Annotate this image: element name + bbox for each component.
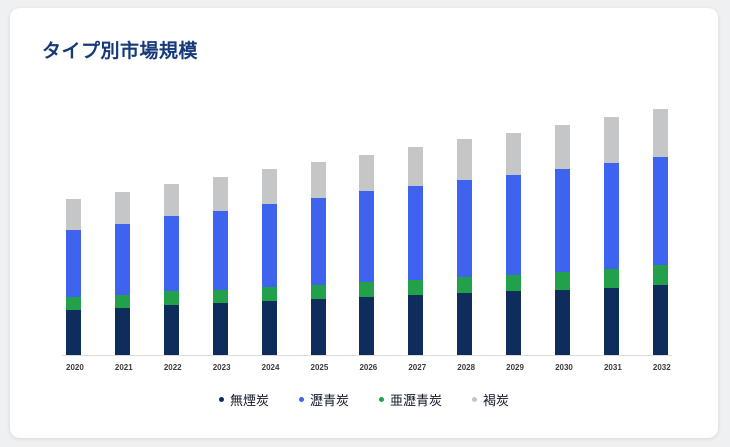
bar-segment-bituminous[interactable] [114,224,130,296]
bar-segment-anthracite[interactable] [506,291,522,355]
bar-segment-subbituminous[interactable] [652,265,668,285]
bar-segment-lignite[interactable] [603,117,619,164]
x-tick-2021: 2021 [114,363,133,372]
bar-segment-anthracite[interactable] [457,293,473,355]
bar-segment-anthracite[interactable] [652,284,668,355]
x-tick-2031: 2031 [603,363,622,372]
x-tick-2028: 2028 [457,363,476,372]
bar-segment-lignite[interactable] [114,192,130,225]
legend-dot-lignite [472,397,478,402]
bar-segment-anthracite[interactable] [603,287,619,355]
bar-segment-subbituminous[interactable] [603,269,619,288]
bar-segment-lignite[interactable] [457,139,473,180]
bar-segment-anthracite[interactable] [555,289,571,355]
bar-2026[interactable] [359,154,375,355]
legend-dot-anthracite [218,397,224,402]
bar-segment-subbituminous[interactable] [66,297,81,310]
bar-segment-subbituminous[interactable] [114,295,130,308]
bar-segment-bituminous[interactable] [359,191,375,282]
bar-2031[interactable] [603,117,619,355]
bar-segment-subbituminous[interactable] [359,281,375,298]
bar-segment-anthracite[interactable] [66,309,81,355]
bar-2025[interactable] [310,162,326,355]
x-tick-2020: 2020 [66,363,84,372]
bar-2029[interactable] [506,132,522,355]
bar-segment-subbituminous[interactable] [506,275,522,292]
bar-segment-anthracite[interactable] [310,299,326,355]
legend-label-bituminous: 瀝青炭 [309,393,349,408]
bar-segment-anthracite[interactable] [408,295,424,355]
legend-item-anthracite[interactable]: 無煙炭 [218,390,269,409]
bar-segment-bituminous[interactable] [652,156,668,266]
bar-2020[interactable] [66,199,81,355]
bar-segment-lignite[interactable] [652,108,668,157]
bar-segment-lignite[interactable] [310,162,326,199]
stacked-bar-chart: 2020 2021 2022 2023 2024 2025 2026 2027 2028 2029… [62,95,672,372]
bar-segment-anthracite[interactable] [163,304,179,355]
legend-item-bituminous[interactable]: 瀝青炭 [298,390,349,409]
bar-segment-subbituminous[interactable] [310,284,326,300]
bar-segment-lignite[interactable] [506,132,522,175]
x-tick-2029: 2029 [506,363,524,372]
legend-label-subbituminous: 亜瀝青炭 [390,393,443,408]
legend-dot-bituminous [298,397,304,402]
bar-segment-bituminous[interactable] [261,203,277,287]
bar-2030[interactable] [555,124,571,355]
bar-segment-lignite[interactable] [555,124,571,170]
bar-segment-subbituminous[interactable] [261,286,277,302]
bar-2023[interactable] [212,176,228,355]
legend-label-anthracite: 無煙炭 [229,393,269,408]
bar-2021[interactable] [114,192,130,355]
bar-segment-subbituminous[interactable] [555,272,571,290]
bar-segment-subbituminous[interactable] [212,289,228,303]
legend-item-lignite[interactable]: 褐炭 [472,390,509,409]
x-tick-2032: 2032 [652,363,671,372]
x-tick-2023: 2023 [212,363,231,372]
bar-segment-subbituminous[interactable] [457,277,473,294]
bar-segment-subbituminous[interactable] [163,291,179,305]
x-tick-2027: 2027 [408,363,427,372]
plot-area [62,95,672,356]
bar-2024[interactable] [261,169,277,355]
bar-segment-bituminous[interactable] [457,179,473,278]
bar-segment-anthracite[interactable] [212,303,228,355]
x-tick-2024: 2024 [261,363,280,372]
bar-segment-anthracite[interactable] [114,307,130,355]
bar-segment-bituminous[interactable] [163,216,179,292]
bar-segment-bituminous[interactable] [310,198,326,285]
bar-segment-anthracite[interactable] [359,297,375,355]
bar-segment-lignite[interactable] [163,183,179,217]
legend-item-subbituminous[interactable]: 亜瀝青炭 [379,390,442,409]
x-tick-2025: 2025 [310,363,329,372]
x-tick-2026: 2026 [359,363,378,372]
bar-segment-bituminous[interactable] [603,163,619,270]
bar-segment-bituminous[interactable] [212,210,228,290]
x-tick-2022: 2022 [163,363,182,372]
bar-segment-lignite[interactable] [408,147,424,186]
chart-legend: 無煙炭 瀝青炭 亜瀝青炭 褐炭 [10,390,718,409]
x-tick-2030: 2030 [555,363,573,372]
x-axis-labels: 2020 2021 2022 2023 2024 2025 2026 2027 2028 2029… [62,363,672,372]
bar-segment-anthracite[interactable] [261,301,277,355]
legend-label-lignite: 褐炭 [483,393,510,408]
bar-2027[interactable] [408,147,424,355]
legend-dot-subbituminous [379,397,384,402]
bar-segment-lignite[interactable] [66,199,81,230]
bar-2022[interactable] [163,183,179,355]
bar-2028[interactable] [457,139,473,355]
bar-segment-bituminous[interactable] [506,174,522,276]
bar-segment-bituminous[interactable] [555,169,571,273]
bar-segment-subbituminous[interactable] [408,279,424,296]
bar-segment-lignite[interactable] [261,169,277,204]
bar-segment-bituminous[interactable] [66,229,81,298]
bar-segment-bituminous[interactable] [408,185,424,280]
chart-card: タイプ別市場規模 2020 2021 2022 2023 2024 2025 2026 202… [10,8,718,438]
bar-segment-lignite[interactable] [212,176,228,211]
bar-segment-lignite[interactable] [359,154,375,192]
bar-2032[interactable] [652,108,668,355]
page-title: タイプ別市場規模 [42,41,199,62]
